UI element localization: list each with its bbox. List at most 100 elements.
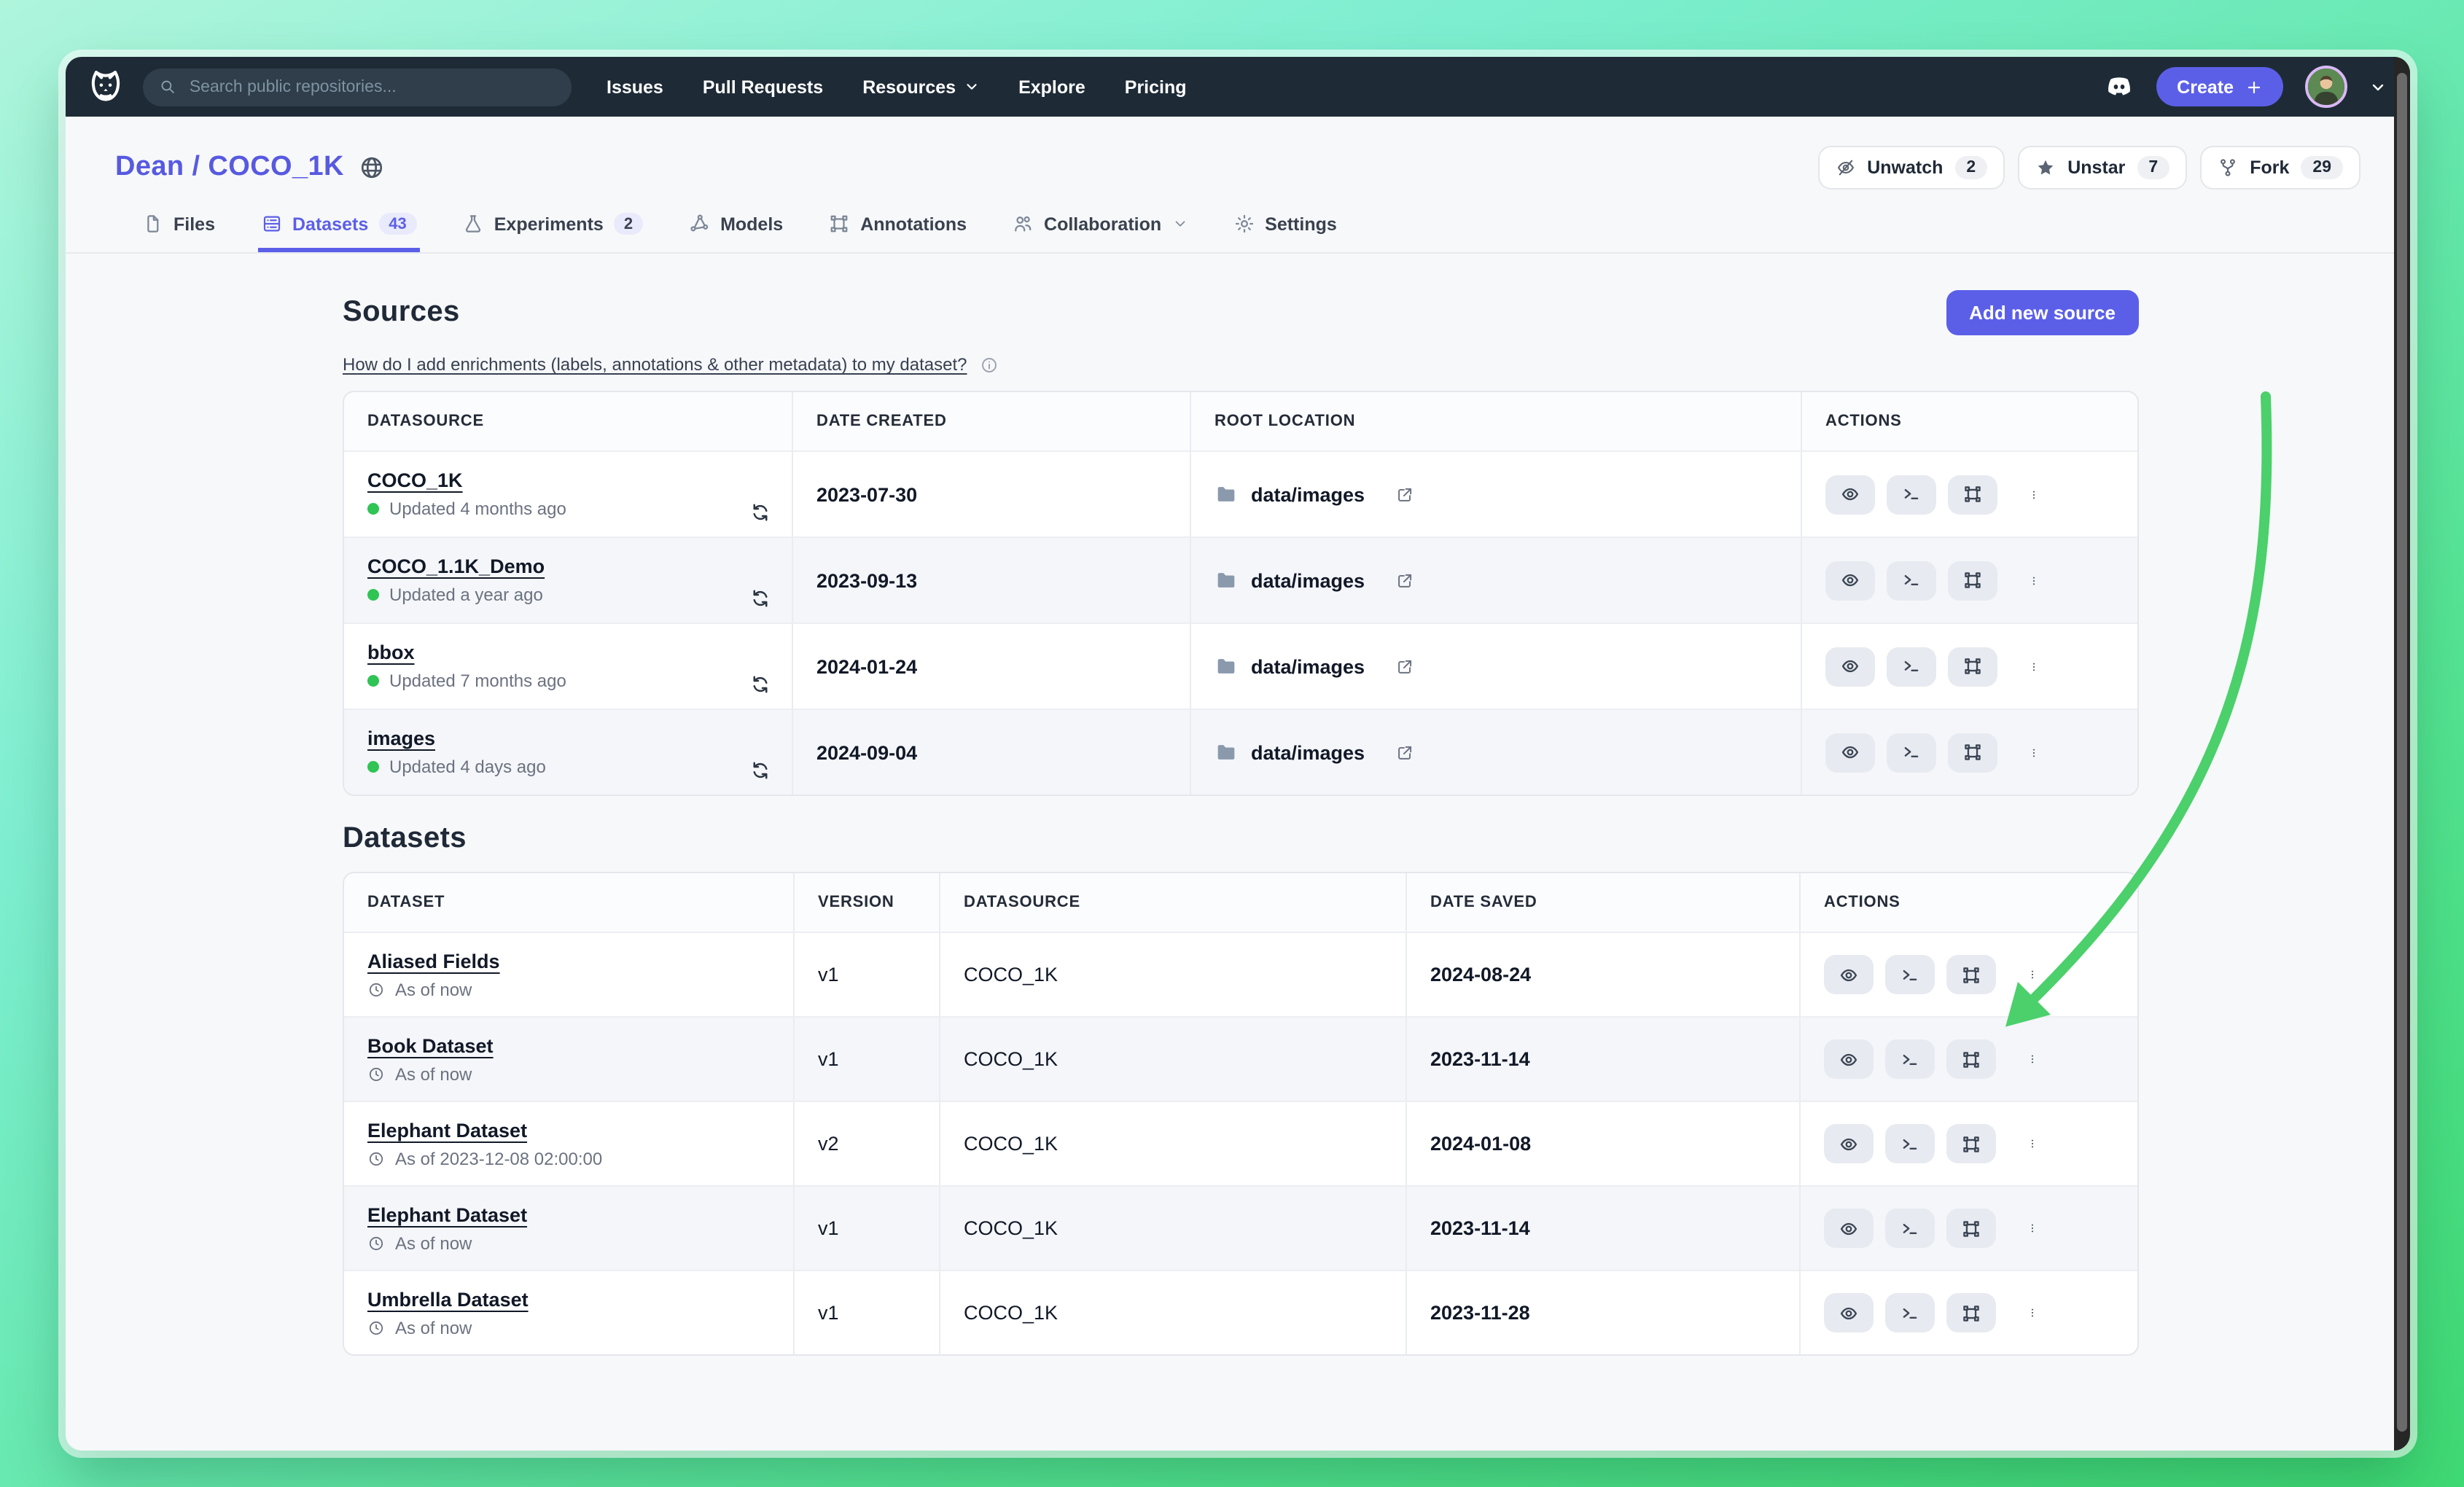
date-created-cell: 2023-07-30 xyxy=(792,452,1190,536)
avatar[interactable] xyxy=(2305,66,2347,108)
tab-annotations[interactable]: Annotations xyxy=(825,207,970,252)
preview-button[interactable] xyxy=(1825,561,1875,600)
row-menu-button[interactable] xyxy=(2018,955,2047,994)
query-terminal-button[interactable] xyxy=(1887,561,1936,600)
scrollbar-track[interactable] xyxy=(2394,57,2410,1451)
datasource-link[interactable]: bbox xyxy=(367,641,415,663)
dagshub-logo-icon[interactable] xyxy=(86,67,125,106)
external-link-icon[interactable] xyxy=(1395,657,1414,676)
annotate-button[interactable] xyxy=(1946,1209,1996,1248)
tab-experiments[interactable]: Experiments 2 xyxy=(459,207,646,252)
external-link-icon[interactable] xyxy=(1395,743,1414,762)
query-terminal-button[interactable] xyxy=(1885,955,1935,994)
annotate-button[interactable] xyxy=(1948,733,1997,772)
status-dot xyxy=(367,761,379,773)
dataset-link[interactable]: Book Dataset xyxy=(367,1034,494,1056)
tab-datasets[interactable]: Datasets 43 xyxy=(257,207,420,252)
datasource-link[interactable]: COCO_1K xyxy=(367,469,463,491)
clock-icon xyxy=(367,980,385,998)
query-terminal-button[interactable] xyxy=(1887,475,1936,514)
annotate-button[interactable] xyxy=(1946,955,1996,994)
fork-count: 29 xyxy=(2301,156,2343,179)
dataset-link[interactable]: Aliased Fields xyxy=(367,950,500,972)
row-menu-button[interactable] xyxy=(2019,561,2048,600)
external-link-icon[interactable] xyxy=(1395,485,1414,504)
add-new-source-button[interactable]: Add new source xyxy=(1946,290,2139,335)
terminal-icon xyxy=(1900,1049,1920,1069)
experiments-count-badge: 2 xyxy=(613,213,644,235)
sources-heading: Sources xyxy=(343,296,460,328)
query-terminal-button[interactable] xyxy=(1887,647,1936,686)
query-terminal-button[interactable] xyxy=(1887,733,1936,772)
tab-files[interactable]: Files xyxy=(139,207,218,252)
search-box[interactable] xyxy=(143,68,572,106)
fork-button[interactable]: Fork 29 xyxy=(2200,146,2360,190)
info-icon[interactable] xyxy=(980,355,999,374)
status-dot xyxy=(367,675,379,687)
tab-annotations-label: Annotations xyxy=(860,214,967,234)
nav-item-pull-requests[interactable]: Pull Requests xyxy=(702,77,824,97)
nav-item-issues[interactable]: Issues xyxy=(607,77,663,97)
dataset-link[interactable]: Umbrella Dataset xyxy=(367,1288,529,1310)
repo-title[interactable]: Dean / COCO_1K xyxy=(115,152,344,182)
annotate-button[interactable] xyxy=(1948,647,1997,686)
user-menu-chevron-icon[interactable] xyxy=(2369,78,2387,95)
rescan-button[interactable] xyxy=(749,674,771,695)
unstar-button[interactable]: Unstar 7 xyxy=(2018,146,2188,190)
unwatch-button[interactable]: Unwatch 2 xyxy=(1817,146,2005,190)
query-terminal-button[interactable] xyxy=(1885,1293,1935,1332)
query-terminal-button[interactable] xyxy=(1885,1124,1935,1163)
preview-button[interactable] xyxy=(1824,955,1874,994)
tab-collaboration[interactable]: Collaboration xyxy=(1009,207,1190,252)
dataset-link[interactable]: Elephant Dataset xyxy=(367,1203,528,1225)
nav-item-pricing[interactable]: Pricing xyxy=(1124,77,1187,97)
main-content: Sources Add new source How do I add enri… xyxy=(343,290,2139,1356)
query-terminal-button[interactable] xyxy=(1885,1209,1935,1248)
root-location-cell: data/images xyxy=(1190,710,1801,795)
row-menu-button[interactable] xyxy=(2019,475,2048,514)
preview-button[interactable] xyxy=(1824,1293,1874,1332)
row-menu-button[interactable] xyxy=(2019,647,2048,686)
preview-button[interactable] xyxy=(1824,1124,1874,1163)
tab-settings[interactable]: Settings xyxy=(1230,207,1340,252)
rescan-button[interactable] xyxy=(749,760,771,781)
date-saved-cell: 2023-11-14 xyxy=(1406,1187,1799,1270)
tab-models[interactable]: Models xyxy=(685,207,786,252)
datasets-count-badge: 43 xyxy=(378,213,417,235)
row-menu-button[interactable] xyxy=(2018,1293,2047,1332)
external-link-icon[interactable] xyxy=(1395,571,1414,590)
rescan-button[interactable] xyxy=(749,501,771,523)
row-menu-button[interactable] xyxy=(2019,733,2048,772)
rescan-button[interactable] xyxy=(749,588,771,609)
nav-item-explore[interactable]: Explore xyxy=(1018,77,1085,97)
datasource-link[interactable]: images xyxy=(367,727,436,749)
annotate-button[interactable] xyxy=(1946,1039,1996,1079)
row-menu-button[interactable] xyxy=(2018,1039,2047,1079)
preview-button[interactable] xyxy=(1825,475,1875,514)
annotate-button[interactable] xyxy=(1946,1293,1996,1332)
row-menu-button[interactable] xyxy=(2018,1124,2047,1163)
eye-icon xyxy=(1839,1133,1859,1154)
nav-item-resources[interactable]: Resources xyxy=(862,77,979,97)
create-button[interactable]: Create xyxy=(2156,67,2283,106)
enrichments-help-link[interactable]: How do I add enrichments (labels, annota… xyxy=(343,354,967,375)
kebab-icon xyxy=(2028,569,2040,591)
search-input[interactable] xyxy=(186,77,555,97)
annotate-button[interactable] xyxy=(1946,1124,1996,1163)
row-menu-button[interactable] xyxy=(2018,1209,2047,1248)
preview-button[interactable] xyxy=(1825,647,1875,686)
annotate-button[interactable] xyxy=(1948,561,1997,600)
scrollbar-thumb[interactable] xyxy=(2397,73,2407,1432)
discord-icon[interactable] xyxy=(2104,71,2134,102)
dataset-link[interactable]: Elephant Dataset xyxy=(367,1119,528,1141)
datasource-link[interactable]: COCO_1.1K_Demo xyxy=(367,555,545,577)
datasets-icon xyxy=(260,213,282,235)
datasource-cell: COCO_1K xyxy=(939,1187,1406,1270)
query-terminal-button[interactable] xyxy=(1885,1039,1935,1079)
annotate-button[interactable] xyxy=(1948,475,1997,514)
eye-off-icon xyxy=(1835,157,1855,178)
preview-button[interactable] xyxy=(1825,733,1875,772)
preview-button[interactable] xyxy=(1824,1209,1874,1248)
preview-button[interactable] xyxy=(1824,1039,1874,1079)
browser-window: Issues Pull Requests Resources Explore P… xyxy=(66,57,2410,1451)
